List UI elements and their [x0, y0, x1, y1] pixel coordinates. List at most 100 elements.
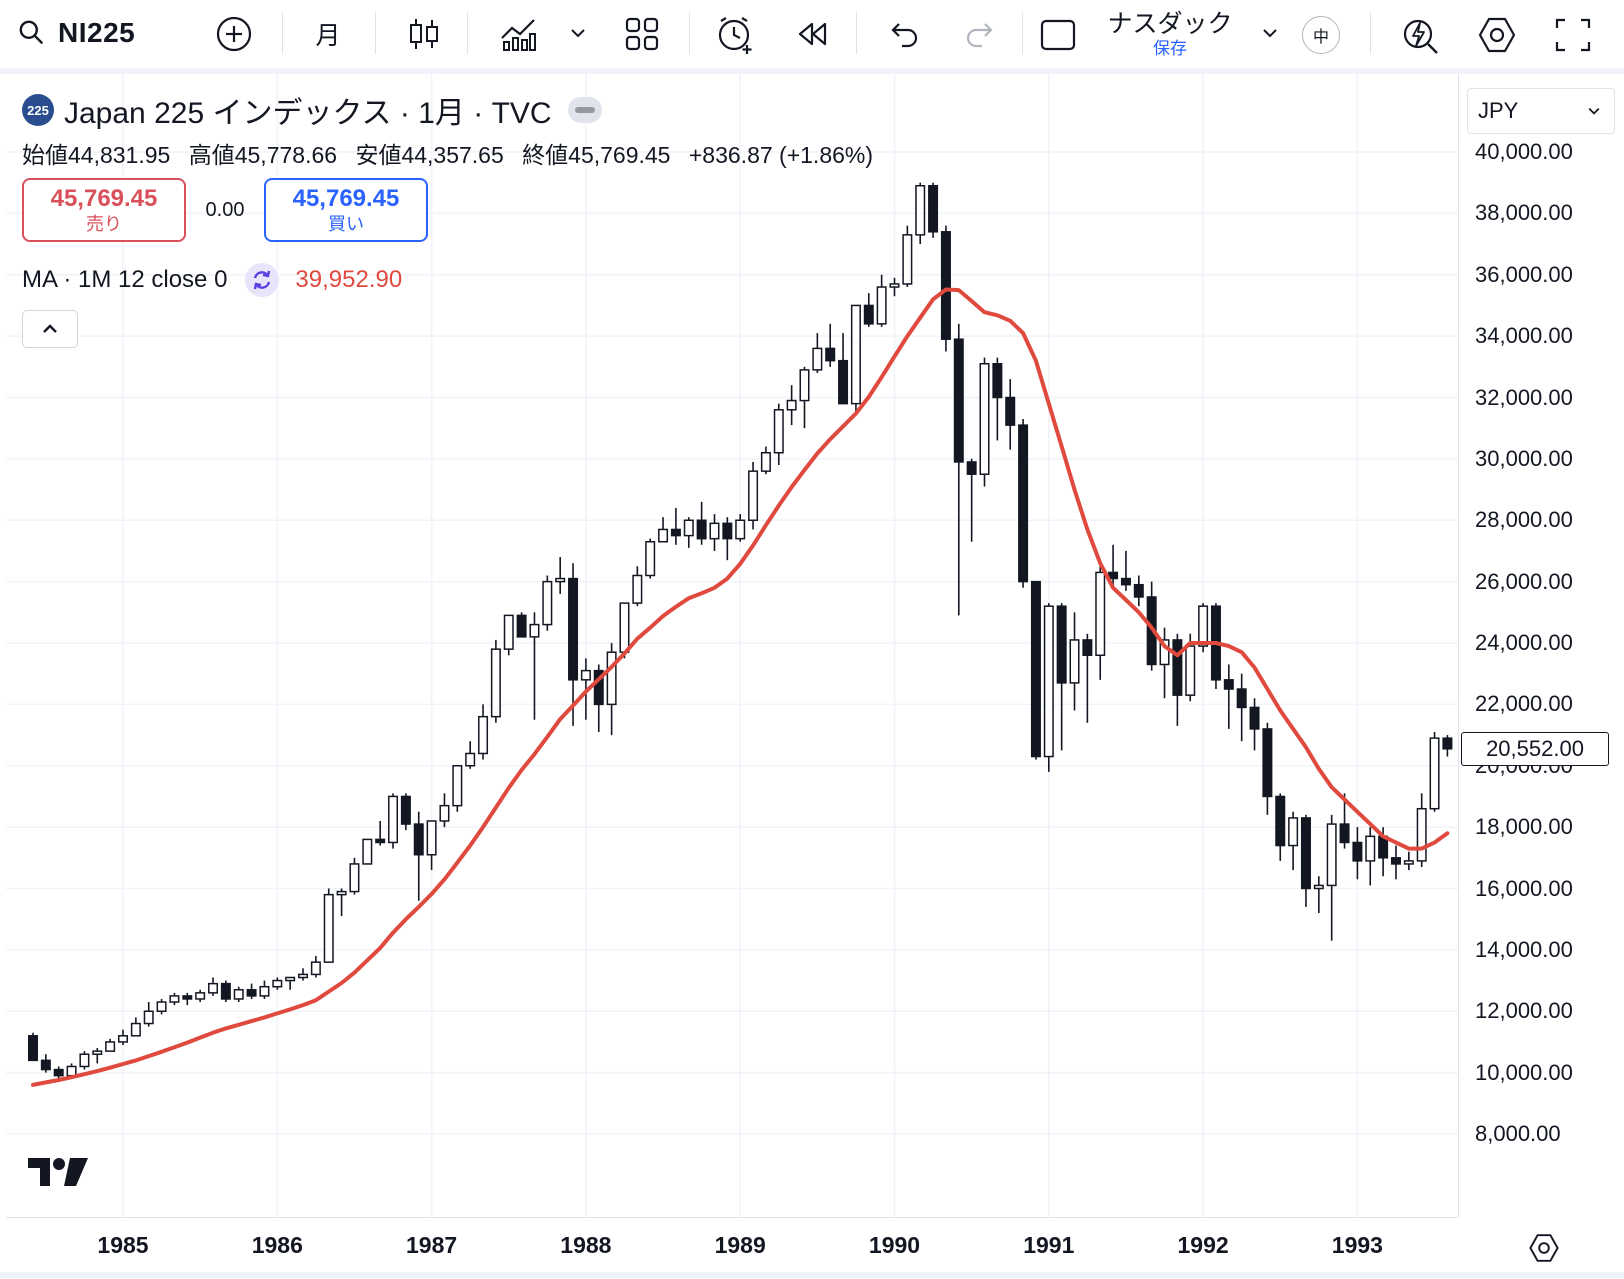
candle — [349, 857, 360, 895]
legend-collapse-button[interactable] — [22, 310, 78, 348]
tradingview-logo[interactable] — [28, 1154, 90, 1193]
time-tick-label: 1992 — [1177, 1232, 1229, 1258]
candle — [593, 664, 604, 732]
candle — [143, 1002, 154, 1027]
quick-search-button[interactable] — [1398, 12, 1444, 58]
scale-settings-button[interactable] — [1524, 1228, 1564, 1268]
candle-body — [992, 362, 1003, 399]
candle — [272, 977, 283, 990]
sell-price: 45,769.45 — [50, 185, 158, 212]
language-badge[interactable]: 中 — [1302, 16, 1340, 54]
candle — [683, 517, 694, 548]
legend-title[interactable]: Japan 225 インデックス · 1月 · TVC — [64, 97, 552, 130]
candle-body — [298, 973, 309, 979]
price-tick-label: 16,000.00 — [1475, 875, 1573, 901]
indicators-dropdown-button[interactable] — [566, 18, 590, 48]
candle — [92, 1048, 103, 1064]
fullscreen-button[interactable] — [1550, 12, 1596, 58]
candle — [542, 575, 553, 631]
layout-switch-button[interactable] — [1036, 12, 1080, 56]
redo-button[interactable] — [958, 12, 1002, 56]
candle — [182, 992, 193, 1006]
price-tick-label: 24,000.00 — [1475, 630, 1573, 655]
change-value: +836.87 (+1.86%) — [688, 142, 874, 168]
candle-body — [1390, 857, 1401, 865]
candle — [889, 277, 900, 297]
candle — [426, 820, 437, 871]
candle — [1030, 580, 1041, 760]
high-label: 高値 — [188, 142, 235, 168]
candle-body — [259, 985, 270, 997]
candle-body — [940, 231, 951, 340]
candle-body — [105, 1041, 116, 1052]
compare-symbol-button[interactable] — [212, 12, 256, 56]
candle — [812, 333, 823, 373]
candle — [452, 765, 463, 812]
toolbar-divider — [856, 12, 857, 54]
candle-body — [683, 519, 694, 537]
settings-button[interactable] — [1474, 12, 1520, 58]
plus-circle-icon — [216, 16, 252, 52]
market-status-indicator[interactable] — [567, 97, 602, 123]
candle-body — [208, 982, 219, 994]
candle — [362, 838, 373, 865]
candle — [1159, 627, 1170, 699]
replay-button[interactable] — [790, 12, 834, 56]
sell-button[interactable]: 45,769.45 売り — [22, 178, 186, 242]
price-tick-label: 14,000.00 — [1475, 936, 1573, 962]
candle-body — [568, 577, 579, 681]
time-tick-label: 1989 — [714, 1232, 766, 1258]
layout-dropdown-button[interactable] — [1258, 18, 1282, 48]
currency-select[interactable]: JPY — [1467, 88, 1615, 134]
candle-body — [1223, 679, 1234, 690]
chevron-up-icon — [43, 324, 57, 333]
fullscreen-icon — [1555, 18, 1591, 52]
alert-button[interactable] — [712, 12, 758, 58]
candle — [915, 182, 926, 245]
candle — [323, 888, 334, 963]
ma-value: 39,952.90 — [295, 266, 403, 293]
candle — [220, 980, 231, 1003]
undo-button[interactable] — [882, 12, 926, 56]
time-tick-label: 1988 — [560, 1232, 612, 1258]
candle-body — [1313, 884, 1324, 890]
candle-body — [838, 359, 849, 405]
price-scale[interactable]: JPY 40,000.00 38,000.00 36,000.00 34,000.00… — [1458, 74, 1624, 1217]
candle — [490, 639, 501, 723]
candle — [1288, 811, 1299, 871]
candle-body — [1198, 605, 1209, 647]
chart-pane[interactable]: 225 Japan 225 インデックス · 1月 · TVC 始値44,831… — [6, 74, 1458, 1217]
candle — [979, 357, 990, 487]
candle-body — [53, 1068, 64, 1077]
price-chart[interactable] — [6, 74, 1458, 1217]
candle-body — [1185, 645, 1196, 696]
candle-body — [220, 982, 231, 1000]
candle-body — [1262, 728, 1273, 798]
candle — [1120, 550, 1131, 591]
candle — [722, 517, 733, 561]
candle-body — [799, 369, 810, 402]
toolbar-divider — [1370, 12, 1371, 54]
candle — [876, 274, 887, 327]
ma-indicator-legend[interactable]: MA · 1M 12 close 0 39,952.90 — [22, 262, 885, 298]
candle — [79, 1051, 90, 1070]
candle — [1005, 379, 1016, 450]
time-tick-label: 1987 — [406, 1232, 458, 1258]
top-toolbar: NI225 月 — [0, 0, 1624, 74]
chart-type-button[interactable] — [402, 12, 446, 56]
symbol-search-button[interactable]: NI225 — [16, 10, 135, 56]
layout-name-button[interactable]: ナスダック 保存 — [1100, 6, 1240, 62]
symbol-name: NI225 — [58, 17, 136, 48]
candle-body — [658, 528, 669, 543]
candle-body — [748, 470, 759, 521]
candle — [66, 1063, 77, 1077]
open-label: 始値 — [22, 142, 68, 168]
interval-button[interactable]: 月 — [315, 22, 341, 50]
layout-grid-button[interactable] — [620, 12, 664, 56]
buy-button[interactable]: 45,769.45 買い — [264, 178, 428, 242]
candle-body — [825, 347, 836, 362]
time-scale[interactable]: 1985 1986 1987 1988 1989 1990 1991 1992 1993 — [6, 1217, 1458, 1279]
rewind-icon — [798, 22, 827, 46]
minus-icon — [574, 107, 595, 113]
indicators-button[interactable] — [496, 12, 540, 56]
